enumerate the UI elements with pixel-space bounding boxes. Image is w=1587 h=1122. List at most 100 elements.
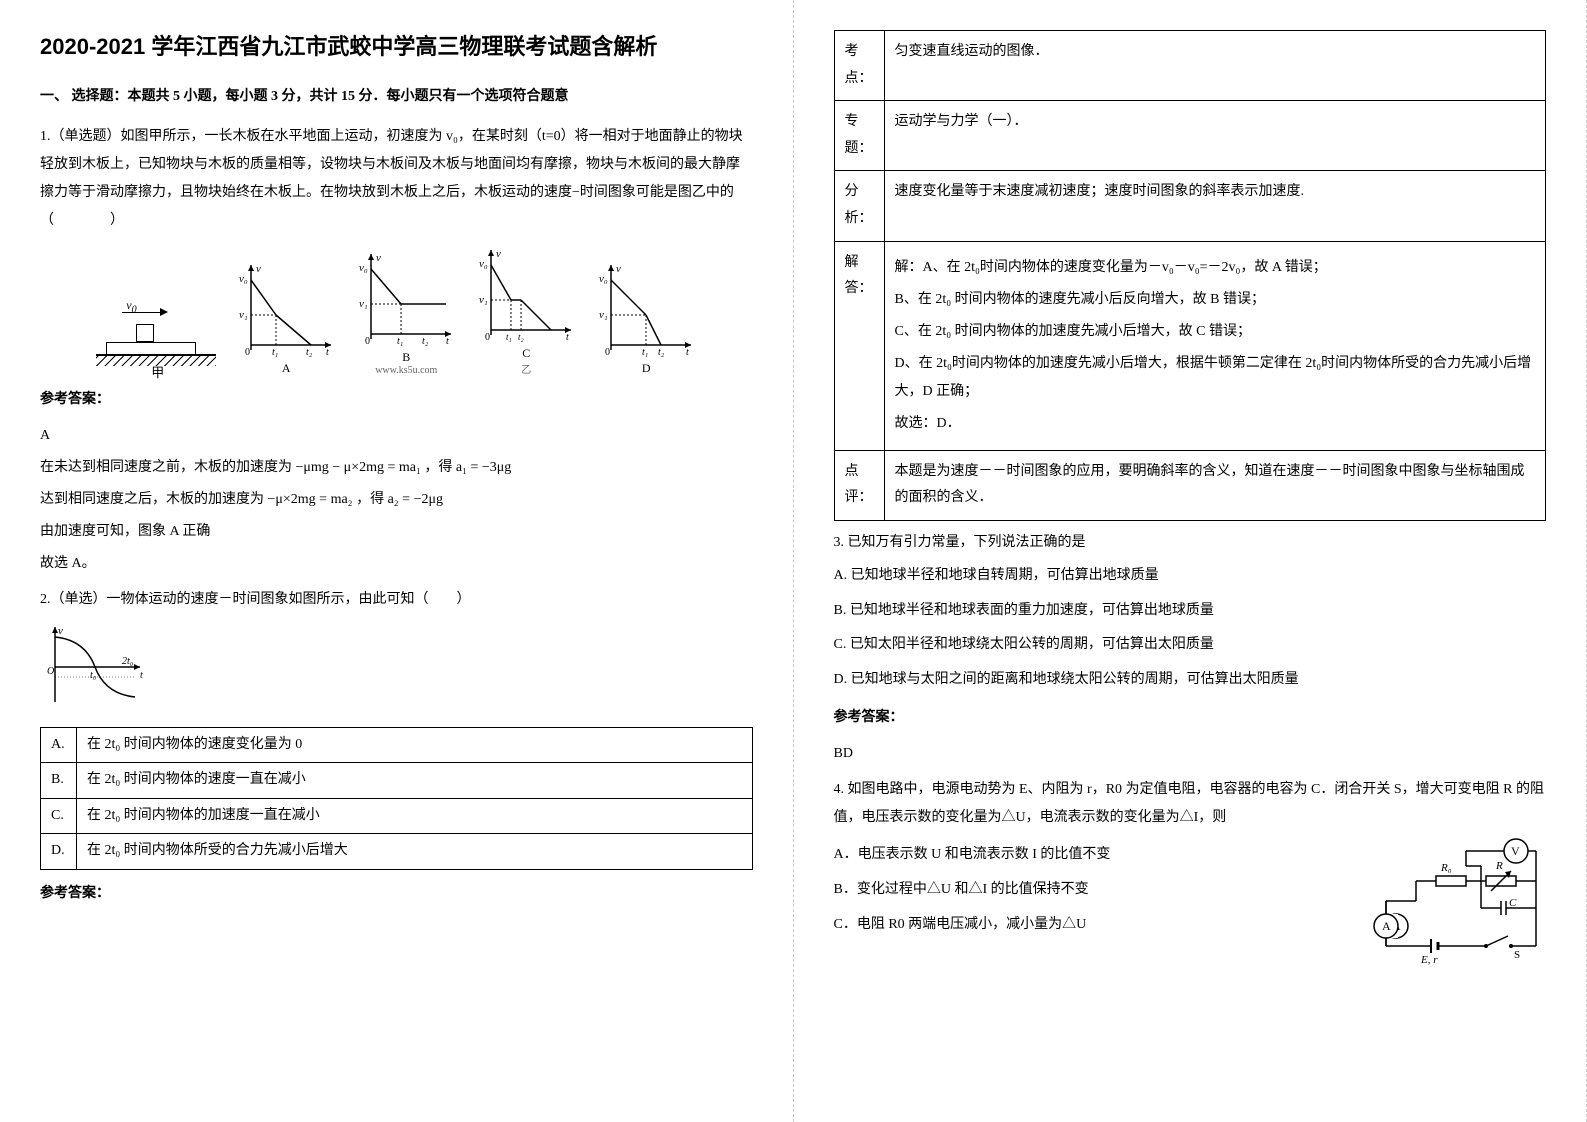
q1-exp2: 达到相同速度之后，木板的加速度为 −μ×2mg = ma₂ ，得 a₂ = −2… — [40, 486, 753, 514]
svg-text:0: 0 — [485, 332, 490, 343]
doc-title: 2020-2021 学年江西省九江市武蛟中学高三物理联考试题含解析 — [40, 30, 753, 63]
q3-text: 3. 已知万有引力常量，下列说法正确的是 — [834, 529, 1547, 557]
graph-b: v₀ v₁ t₁ t₂ t v 0 — [356, 249, 456, 349]
analysis-table: 考点： 匀变速直线运动的图像． 专题： 运动学与力学（一）． 分析： 速度变化量… — [834, 30, 1547, 521]
voltmeter-label: V — [1511, 844, 1520, 858]
st-n3: 15 — [341, 89, 355, 104]
svg-text:v₀: v₀ — [479, 258, 488, 270]
q1-exp3: 由加速度可知，图象 A 正确 — [40, 518, 753, 546]
zhuanti-label: 专题： — [834, 101, 884, 171]
graph-d: v₀ v₁ t₁ t₂ t v 0 — [596, 260, 696, 360]
svg-text:0: 0 — [245, 347, 250, 358]
svg-text:t₁: t₁ — [642, 347, 648, 358]
q1-e2b: ，得 — [356, 492, 384, 507]
jia-label: 甲 — [151, 362, 164, 381]
table-row: 解答： 解：A、在 2t₀时间内物体的速度变化量为－v₀－v₀=－2v₀，故 A… — [834, 241, 1546, 450]
q1-figure-row: v0 甲 v₀ v₁ t₁ t₂ — [40, 245, 753, 376]
circuit-diagram: A A V R₀ — [1366, 836, 1546, 966]
opt-b-label: B. — [41, 763, 77, 798]
opt-b-text: 在 2t₀ 时间内物体的速度一直在减小 — [77, 763, 753, 798]
graph-c-label: C — [476, 346, 576, 361]
svg-text:v₁: v₁ — [239, 309, 248, 321]
q2-text: 2.（单选）一物体运动的速度－时间图象如图所示，由此可知（ ） — [40, 586, 753, 614]
watermark: www.ks5u.com — [356, 365, 456, 376]
jieda-p2: B、在 2t₀ 时间内物体的速度先减小后反向增大，故 B 错误； — [895, 286, 1536, 314]
jieda-p4: D、在 2t₀时间内物体的加速度先减小后增大，根据牛顿第二定律在 2t₀时间内物… — [895, 350, 1536, 406]
opt-a-text: 在 2t₀ 时间内物体的速度变化量为 0 — [77, 728, 753, 763]
svg-text:O: O — [47, 666, 54, 677]
yi-label: 乙 — [476, 361, 576, 376]
emf-label: E, r — [1420, 954, 1438, 966]
q1-exp1-t: 在未达到相同速度之前，木板的加速度为 — [40, 460, 292, 475]
graph-d-wrap: v₀ v₁ t₁ t₂ t v 0 D — [596, 260, 696, 376]
kaodian-label: 考点： — [834, 31, 884, 101]
q1-f2: −μ×2mg = ma₂ — [268, 492, 353, 507]
svg-text:t₂: t₂ — [422, 336, 429, 347]
table-row: B. 在 2t₀ 时间内物体的速度一直在减小 — [41, 763, 753, 798]
svg-text:t₂: t₂ — [518, 332, 524, 342]
graph-d-label: D — [596, 361, 696, 376]
q1-f1: −μmg − μ×2mg = ma₁ — [296, 460, 421, 475]
svg-text:t₂: t₂ — [306, 347, 313, 358]
q1-exp1: 在未达到相同速度之前，木板的加速度为 −μmg − μ×2mg = ma₁ ，得… — [40, 454, 753, 482]
table-row: C. 在 2t₀ 时间内物体的加速度一直在减小 — [41, 798, 753, 833]
block-diagram: v0 甲 — [96, 296, 216, 376]
svg-text:v: v — [616, 263, 621, 275]
svg-text:t₁: t₁ — [506, 332, 512, 342]
q1-exp2-t: 达到相同速度之后，木板的加速度为 — [40, 492, 264, 507]
graph-a-label: A — [236, 361, 336, 376]
svg-text:v₁: v₁ — [359, 298, 368, 310]
q1-f1b: a₁ = −3μg — [456, 460, 511, 475]
svg-text:v₁: v₁ — [479, 294, 488, 306]
svg-text:v: v — [496, 248, 501, 260]
svg-text:0: 0 — [605, 347, 610, 358]
ans-label-1: 参考答案： — [40, 386, 753, 414]
svg-text:v: v — [58, 625, 63, 637]
st-end: 分．每小题只有一个选项符合题意 — [355, 89, 569, 104]
st-n2: 3 — [271, 89, 278, 104]
opt-c-label: C. — [41, 798, 77, 833]
q3-opt-b: B. 已知地球半径和地球表面的重力加速度，可估算出地球质量 — [834, 596, 1547, 627]
left-page: 2020-2021 学年江西省九江市武蛟中学高三物理联考试题含解析 一、 选择题… — [0, 0, 794, 1122]
dianping-label: 点评： — [834, 450, 884, 520]
svg-text:t: t — [326, 347, 329, 358]
svg-text:t₁: t₁ — [397, 336, 403, 347]
kaodian-text: 匀变速直线运动的图像． — [884, 31, 1546, 101]
q1-exp4: 故选 A。 — [40, 550, 753, 578]
table-row: 分析： 速度变化量等于末速度减初速度；速度时间图象的斜率表示加速度. — [834, 171, 1546, 241]
q2-svg: v O t₀ 2t₀ t — [40, 622, 150, 712]
st-n1: 5 — [173, 89, 180, 104]
table-row: 专题： 运动学与力学（一）． — [834, 101, 1546, 171]
svg-text:v₀: v₀ — [239, 273, 248, 285]
st-m4: 分，共计 — [278, 89, 341, 104]
graph-b-label: B — [356, 350, 456, 365]
q1-text: 1.（单选题）如图甲所示，一长木板在水平地面上运动，初速度为 v₀，在某时刻（t… — [40, 123, 753, 235]
svg-text:A: A — [1382, 919, 1391, 933]
svg-text:t: t — [140, 670, 143, 681]
jieda-cell: 解：A、在 2t₀时间内物体的速度变化量为－v₀－v₀=－2v₀，故 A 错误；… — [884, 241, 1546, 450]
zhuanti-text: 运动学与力学（一）． — [884, 101, 1546, 171]
svg-text:t: t — [446, 336, 449, 347]
opt-a-label: A. — [41, 728, 77, 763]
c-label: C — [1509, 897, 1517, 909]
svg-text:v: v — [256, 263, 261, 275]
q2-graph: v O t₀ 2t₀ t — [40, 622, 753, 717]
jieda-p3: C、在 2t₀ 时间内物体的加速度先减小后增大，故 C 错误； — [895, 318, 1536, 346]
q4-body: A A V R₀ — [834, 836, 1547, 971]
r-label: R — [1495, 860, 1503, 872]
switch-label: S — [1514, 949, 1520, 961]
svg-text:t₂: t₂ — [658, 347, 665, 358]
svg-text:t₀: t₀ — [90, 670, 97, 681]
graph-a: v₀ v₁ t₁ t₂ t v 0 — [236, 260, 336, 360]
svg-text:v₀: v₀ — [599, 273, 608, 285]
ans-label-3: 参考答案： — [834, 704, 1547, 732]
dianping-text: 本题是为速度－－时间图象的应用，要明确斜率的含义，知道在速度－－时间图象中图象与… — [884, 450, 1546, 520]
svg-text:v: v — [376, 252, 381, 264]
arrow-head-icon — [160, 308, 168, 316]
q2-options-table: A. 在 2t₀ 时间内物体的速度变化量为 0 B. 在 2t₀ 时间内物体的速… — [40, 727, 753, 870]
graph-c-wrap: v₀ v₁ t₁ t₂ t v 0 C 乙 — [476, 245, 576, 376]
st-m2: 小题，每小题 — [180, 89, 271, 104]
svg-text:0: 0 — [365, 336, 370, 347]
q3-opt-d: D. 已知地球与太阳之间的距离和地球绕太阳公转的周期，可估算出太阳质量 — [834, 665, 1547, 696]
opt-d-label: D. — [41, 834, 77, 869]
